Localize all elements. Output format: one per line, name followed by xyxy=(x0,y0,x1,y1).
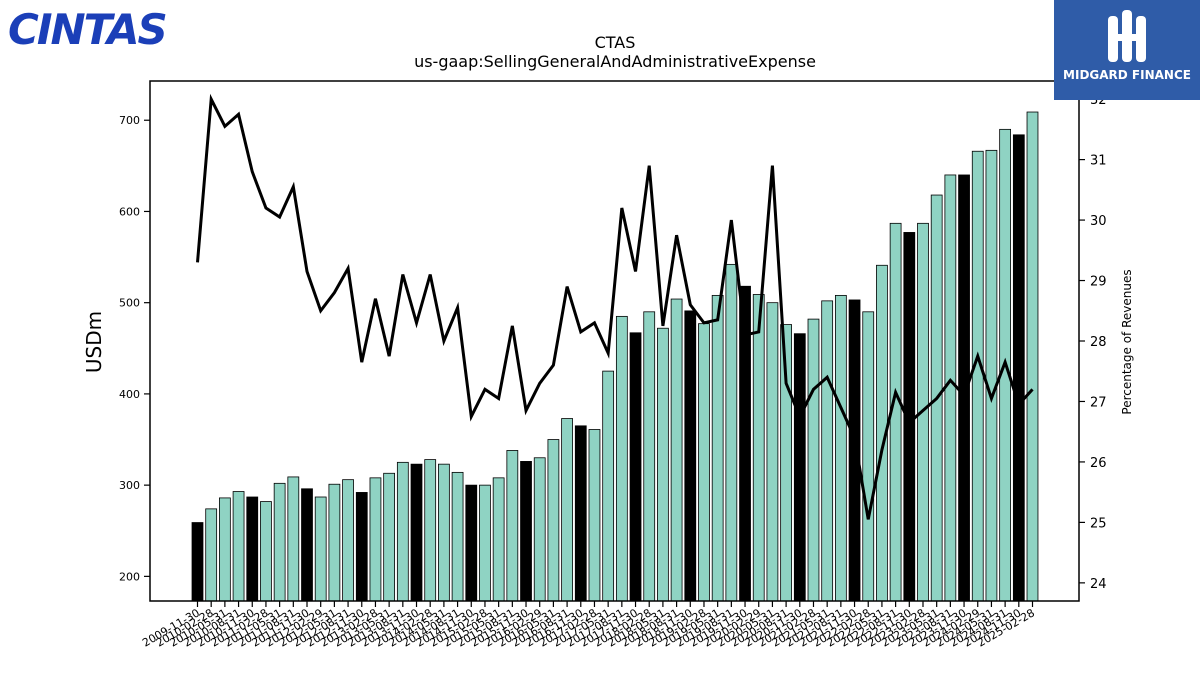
bar xyxy=(191,522,204,602)
bar xyxy=(670,298,683,602)
bar xyxy=(574,425,587,602)
bar xyxy=(533,457,546,602)
bar xyxy=(479,484,491,602)
bar xyxy=(561,418,573,602)
bar xyxy=(944,174,957,602)
company-logo-text: CINTAS xyxy=(8,5,168,54)
bar xyxy=(602,370,615,602)
publisher-logo: MIDGARD FINANCE xyxy=(1054,0,1200,100)
bar xyxy=(520,461,532,602)
bar xyxy=(615,315,628,602)
bar xyxy=(218,497,231,602)
bar xyxy=(314,496,327,602)
x-axis-ticks: 2009-11-302010-02-282010-05-312010-08-31… xyxy=(140,601,1037,650)
bar xyxy=(273,482,286,602)
bar xyxy=(465,484,478,602)
bar xyxy=(848,299,861,602)
bar xyxy=(643,311,656,602)
y-tick-label: 600 xyxy=(119,205,140,218)
bar xyxy=(807,318,820,602)
y2-tick-label: 27 xyxy=(1090,395,1107,410)
bar xyxy=(396,461,409,602)
y2-tick-label: 29 xyxy=(1090,275,1107,290)
bar xyxy=(355,492,368,602)
y-axis-label: USDm xyxy=(82,311,106,373)
bar xyxy=(205,508,218,602)
bar xyxy=(698,323,710,602)
bar xyxy=(369,477,382,602)
bar xyxy=(793,333,806,602)
y2-tick-label: 31 xyxy=(1090,154,1107,169)
bar xyxy=(451,471,464,602)
bar xyxy=(342,479,354,602)
bar xyxy=(821,300,834,602)
bar xyxy=(684,310,697,602)
bar xyxy=(985,149,998,602)
bar xyxy=(232,491,245,602)
bar xyxy=(328,483,341,602)
bar xyxy=(383,472,396,602)
publisher-logo-text: MIDGARD FINANCE xyxy=(1063,68,1191,82)
company-logo: CINTAS xyxy=(8,6,168,54)
bar xyxy=(657,327,669,602)
bar xyxy=(834,294,847,602)
bar xyxy=(629,332,642,602)
y2-tick-label: 30 xyxy=(1090,214,1107,229)
bar xyxy=(711,294,724,602)
bar xyxy=(766,302,779,602)
bar xyxy=(438,463,450,602)
bar xyxy=(1012,134,1025,602)
percentage-line xyxy=(196,93,1034,520)
y-tick-label: 200 xyxy=(119,570,140,583)
bar xyxy=(260,501,272,602)
y-tick-label: 400 xyxy=(119,388,140,401)
bar-series xyxy=(191,111,1039,602)
y-tick-label: 700 xyxy=(119,114,140,127)
bar xyxy=(246,496,259,602)
y2-tick-label: 28 xyxy=(1090,335,1107,350)
bar xyxy=(1026,111,1039,602)
y2-axis-label: Percentage of Revenues xyxy=(1120,269,1134,414)
bar xyxy=(725,263,738,602)
bar xyxy=(752,294,765,602)
bar xyxy=(971,150,984,602)
publisher-logo-icon xyxy=(1108,10,1146,62)
bar xyxy=(862,311,875,602)
y-tick-label: 300 xyxy=(119,479,140,492)
bar xyxy=(424,459,437,602)
bar xyxy=(588,429,601,602)
y2-tick-label: 24 xyxy=(1090,577,1107,592)
bar xyxy=(410,463,423,602)
bar xyxy=(492,477,505,602)
left-axis-ticks: 200 300 400 500 600 700 xyxy=(119,114,150,583)
bar xyxy=(301,488,313,602)
chart-subtitle: us-gaap:SellingGeneralAndAdministrativeE… xyxy=(414,52,816,71)
bar xyxy=(506,450,519,602)
bar xyxy=(547,439,560,602)
y-tick-label: 500 xyxy=(119,297,140,310)
y2-tick-label: 26 xyxy=(1090,456,1107,471)
bar xyxy=(287,476,300,602)
y2-tick-label: 25 xyxy=(1090,516,1107,531)
chart-title: CTAS xyxy=(594,33,636,52)
